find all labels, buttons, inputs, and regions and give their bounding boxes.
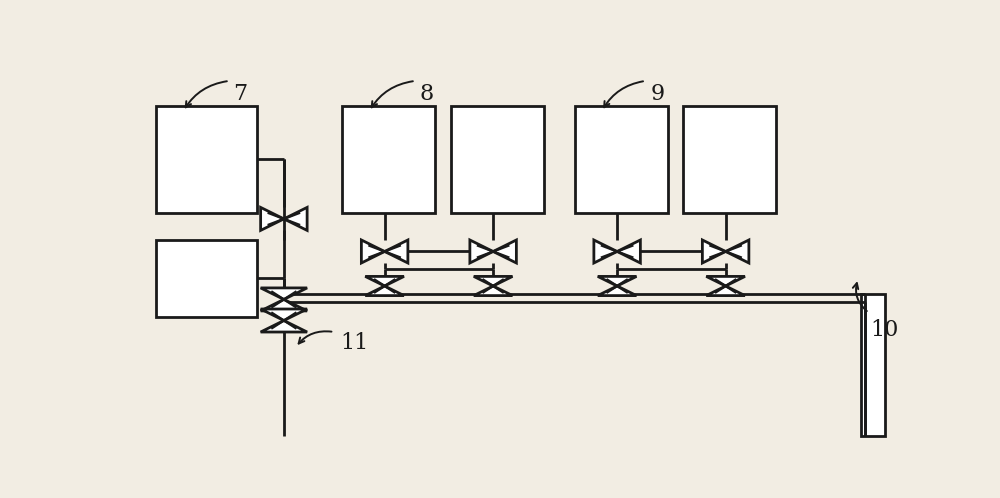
Polygon shape xyxy=(261,207,284,231)
Bar xyxy=(683,106,776,213)
Polygon shape xyxy=(261,288,307,299)
Bar xyxy=(450,106,544,213)
Polygon shape xyxy=(594,240,617,263)
Polygon shape xyxy=(261,321,307,332)
Polygon shape xyxy=(474,286,512,296)
Polygon shape xyxy=(365,276,404,286)
Polygon shape xyxy=(706,276,745,286)
Bar xyxy=(574,106,668,213)
Polygon shape xyxy=(474,276,512,286)
Text: 8: 8 xyxy=(420,83,434,105)
Polygon shape xyxy=(726,240,749,263)
Text: 10: 10 xyxy=(871,319,899,341)
Polygon shape xyxy=(261,299,307,311)
Polygon shape xyxy=(598,276,637,286)
Polygon shape xyxy=(365,286,404,296)
Polygon shape xyxy=(706,286,745,296)
Polygon shape xyxy=(702,240,726,263)
Bar xyxy=(861,294,885,436)
Polygon shape xyxy=(493,240,516,263)
Polygon shape xyxy=(361,240,385,263)
Polygon shape xyxy=(598,286,637,296)
Polygon shape xyxy=(470,240,493,263)
Polygon shape xyxy=(617,240,640,263)
Text: 7: 7 xyxy=(234,83,248,105)
Text: 11: 11 xyxy=(340,332,369,354)
Polygon shape xyxy=(261,309,307,321)
Bar xyxy=(156,106,257,213)
Bar xyxy=(156,240,257,317)
Bar xyxy=(342,106,435,213)
Polygon shape xyxy=(385,240,408,263)
Text: 9: 9 xyxy=(650,83,665,105)
Polygon shape xyxy=(284,207,307,231)
